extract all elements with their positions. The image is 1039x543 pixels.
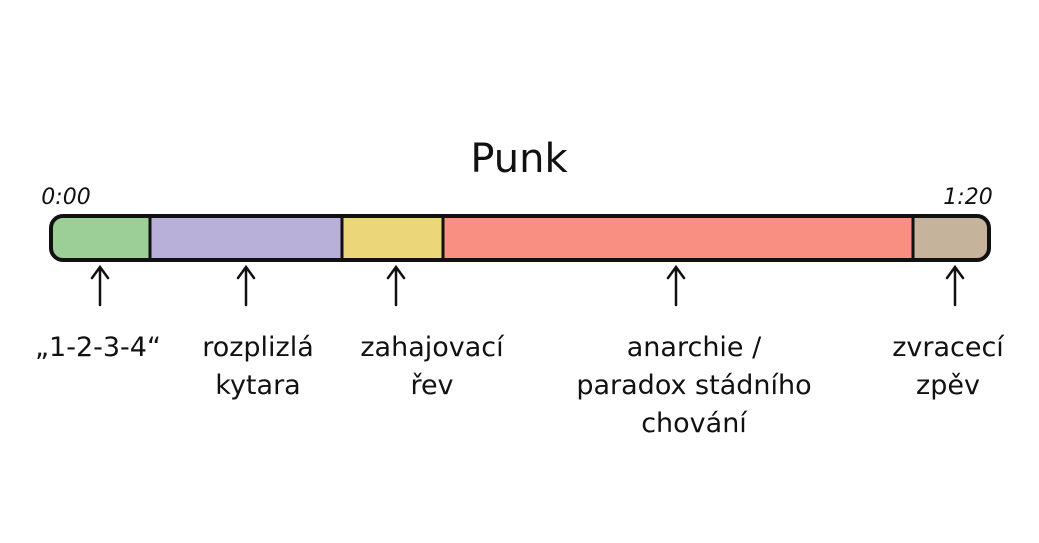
timeline-bar — [51, 216, 989, 260]
arrow — [945, 264, 965, 307]
segment-label: kytara — [215, 370, 300, 401]
segment-label: rozplizlá — [202, 332, 314, 363]
bar-outline — [49, 214, 991, 262]
segment-label: zpěv — [916, 370, 980, 401]
segment — [150, 216, 342, 260]
arrow — [386, 264, 406, 307]
segment-label: řev — [410, 370, 453, 401]
segment — [342, 216, 443, 260]
arrow — [236, 264, 256, 307]
segment — [51, 216, 150, 260]
arrow — [90, 264, 110, 307]
segment — [443, 216, 913, 260]
arrow — [666, 264, 686, 307]
segment-label: zvracecí — [892, 332, 1005, 363]
segment-label: zahajovací — [360, 332, 505, 363]
title: Punk — [470, 136, 568, 182]
segment-label: anarchie / — [627, 332, 762, 363]
segment-label: paradox stádního — [576, 370, 811, 401]
end-time: 1:20 — [943, 185, 992, 210]
segment-label: chování — [641, 408, 748, 439]
segment — [913, 216, 989, 260]
segment-label: „1-2-3-4“ — [35, 332, 161, 363]
start-time: 0:00 — [41, 185, 90, 210]
